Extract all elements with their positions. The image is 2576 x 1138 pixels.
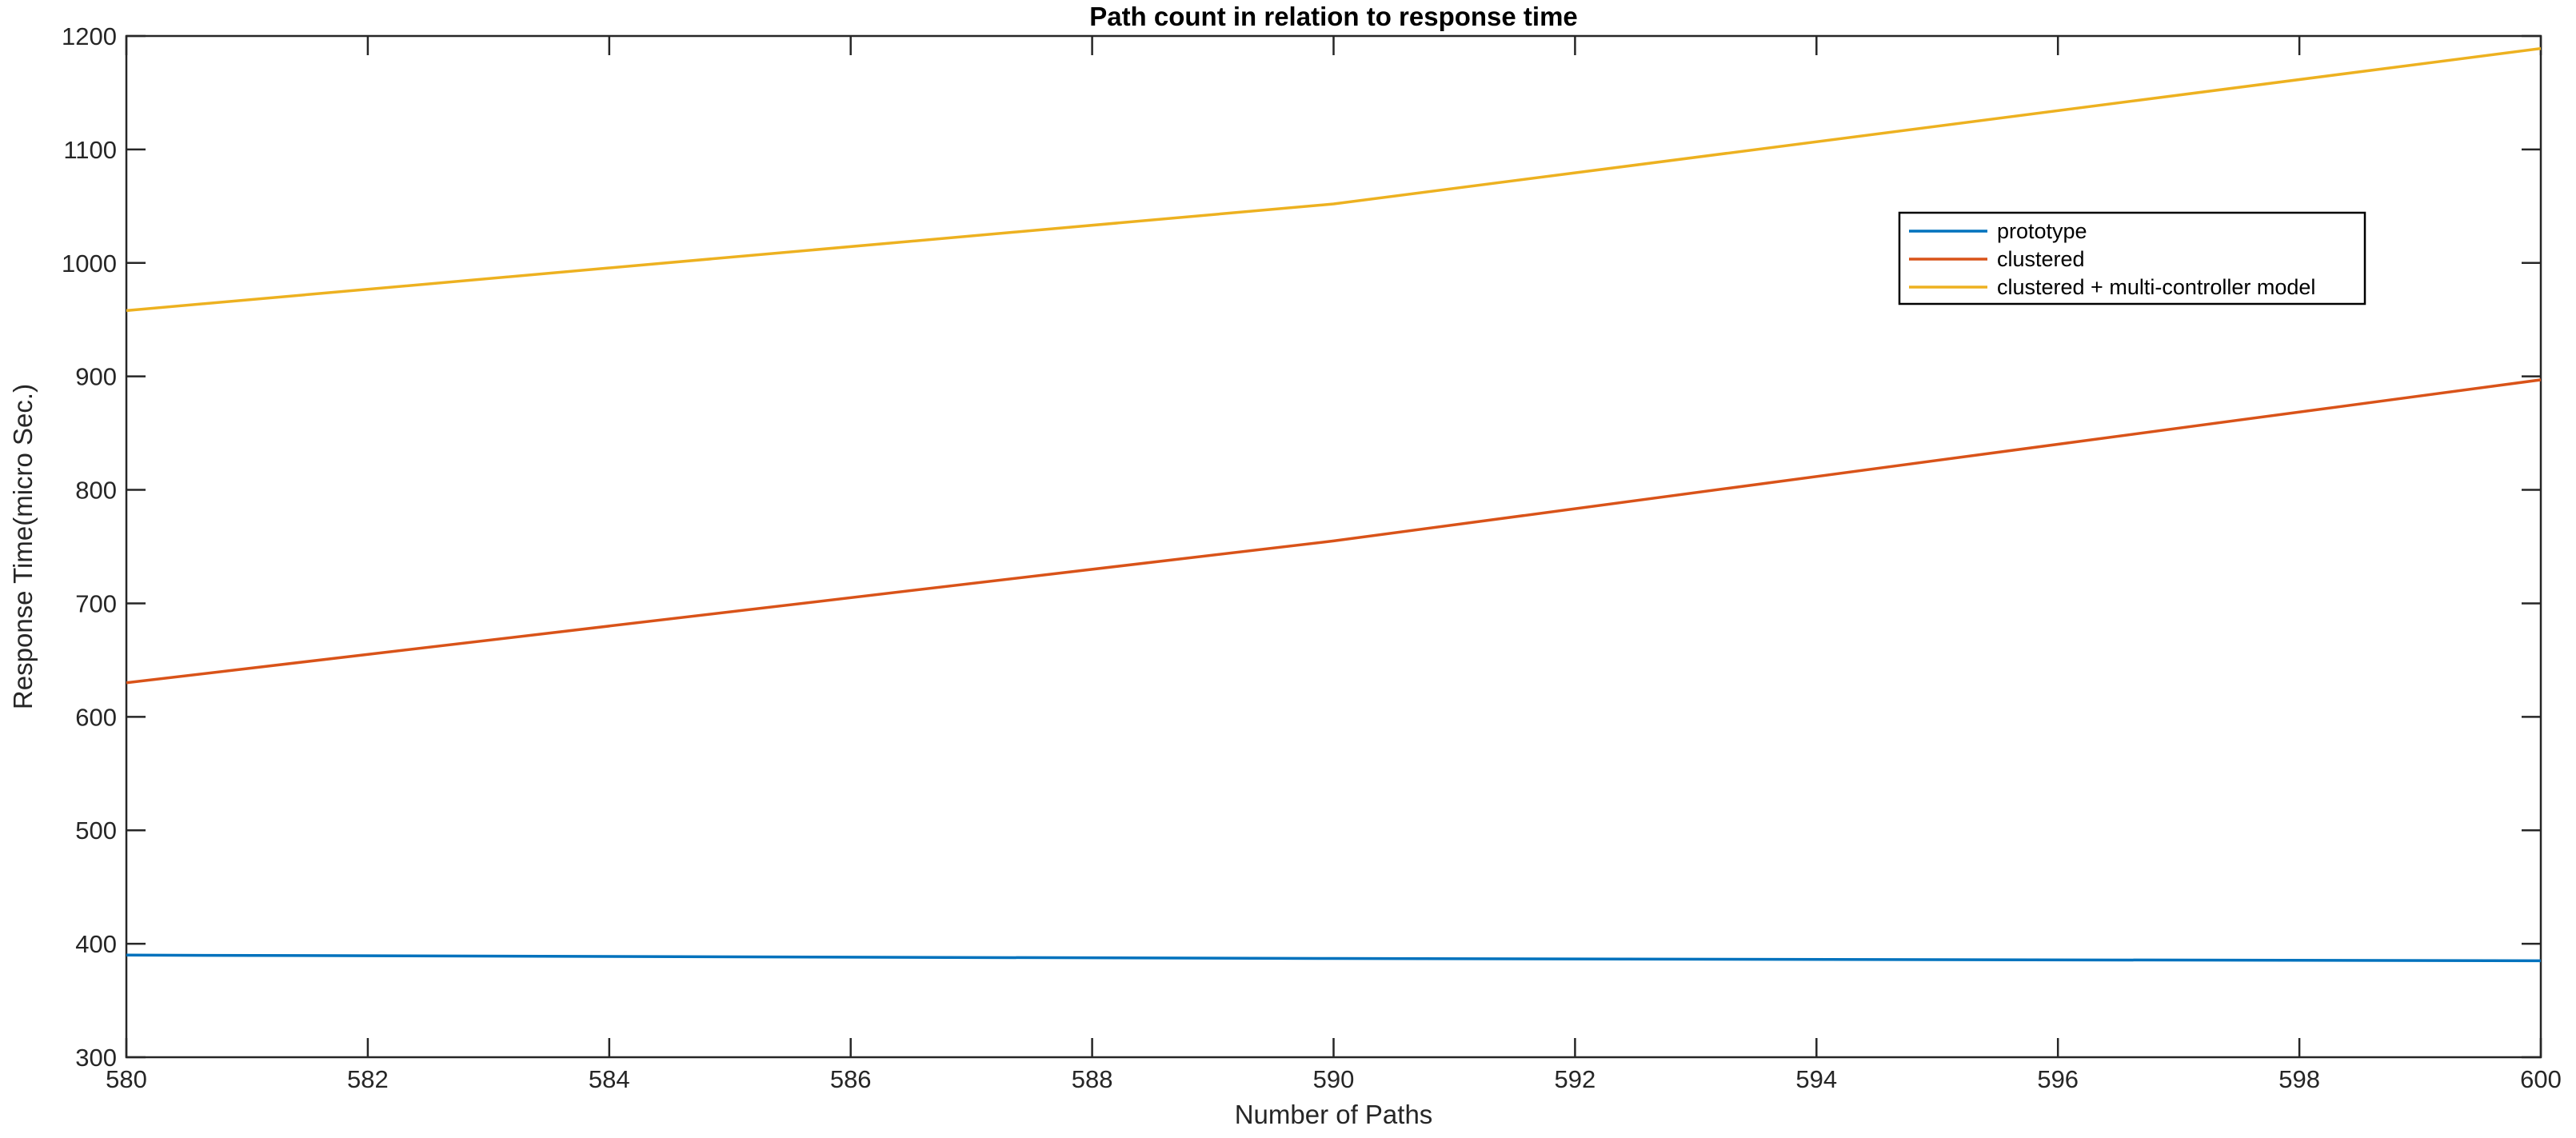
y-tick-label: 400 xyxy=(75,930,117,958)
x-tick-label: 598 xyxy=(2278,1065,2320,1093)
series-line-3 xyxy=(126,46,2542,313)
y-tick-label: 600 xyxy=(75,703,117,731)
x-tick-label: 596 xyxy=(2037,1065,2079,1093)
y-tick-label: 900 xyxy=(75,363,117,391)
x-tick-label: 580 xyxy=(106,1065,147,1093)
y-tick-label: 1100 xyxy=(63,136,117,164)
x-tick-label: 594 xyxy=(1795,1065,1837,1093)
y-tick-label: 1200 xyxy=(62,22,117,50)
x-tick-label: 600 xyxy=(2520,1065,2562,1093)
y-tick-label: 700 xyxy=(75,589,117,617)
series-line-1 xyxy=(126,953,2542,963)
y-tick-label: 800 xyxy=(75,477,117,505)
x-tick-label: 588 xyxy=(1072,1065,1113,1093)
series-line-2 xyxy=(126,378,2542,685)
legend: prototype clustered clustered + multi-cont… xyxy=(1898,211,2366,305)
x-axis-label: Number of Paths xyxy=(1235,1100,1433,1129)
chart-title: Path count in relation to response time xyxy=(1089,2,1578,31)
legend-entry-3: clustered + multi-controller model xyxy=(1997,275,2315,299)
legend-entry-2: clustered xyxy=(1997,247,2085,271)
plot-box xyxy=(125,34,2542,1059)
y-axis-label: Response Time(micro Sec.) xyxy=(8,384,38,709)
x-tick-label: 592 xyxy=(1555,1065,1596,1093)
x-tick-label: 586 xyxy=(830,1065,872,1093)
y-tick-label: 300 xyxy=(75,1044,117,1072)
y-tick-label: 1000 xyxy=(62,250,117,278)
legend-entry-1: prototype xyxy=(1997,219,2087,243)
y-tick-label: 500 xyxy=(75,817,117,845)
x-tick-label: 590 xyxy=(1313,1065,1355,1093)
series-layer xyxy=(126,46,2542,963)
plot-axes: 580 582 584 586 588 590 592 594 596 598 600 300 400 5… xyxy=(62,22,2562,1093)
x-tick-label: 584 xyxy=(589,1065,630,1093)
x-tick-label: 582 xyxy=(347,1065,389,1093)
